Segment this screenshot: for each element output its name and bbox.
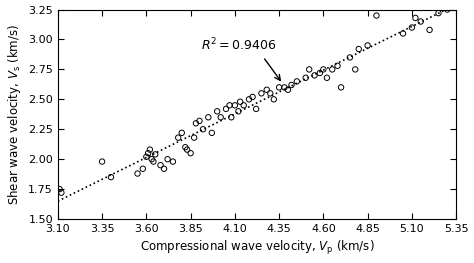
- Point: [217, 115, 225, 119]
- X-axis label: Compressional wave velocity, $V_\mathrm{p}$ (km/s): Compressional wave velocity, $V_\mathrm{…: [140, 239, 374, 257]
- Point: [191, 135, 198, 140]
- Point: [435, 11, 442, 15]
- Point: [169, 159, 177, 164]
- Point: [311, 73, 319, 78]
- Point: [134, 171, 141, 176]
- Point: [228, 115, 235, 119]
- Point: [355, 47, 363, 51]
- Point: [270, 97, 278, 102]
- Point: [249, 95, 256, 99]
- Point: [143, 155, 150, 159]
- Point: [182, 145, 189, 149]
- Y-axis label: Shear wave velocity, $V_\mathrm{s}$ (km/s): Shear wave velocity, $V_\mathrm{s}$ (km/…: [6, 24, 23, 205]
- Point: [373, 13, 380, 18]
- Point: [148, 157, 155, 161]
- Point: [426, 28, 433, 32]
- Point: [337, 85, 345, 89]
- Point: [235, 109, 242, 113]
- Point: [288, 83, 295, 87]
- Point: [240, 103, 247, 107]
- Point: [328, 67, 336, 72]
- Point: [226, 103, 233, 107]
- Point: [145, 151, 152, 155]
- Point: [157, 163, 164, 167]
- Point: [187, 151, 194, 155]
- Point: [245, 97, 253, 102]
- Point: [183, 148, 191, 152]
- Point: [222, 107, 230, 111]
- Point: [213, 109, 221, 113]
- Point: [323, 76, 331, 80]
- Point: [164, 157, 172, 161]
- Point: [107, 175, 115, 179]
- Point: [58, 191, 65, 195]
- Point: [150, 159, 157, 164]
- Point: [252, 107, 260, 111]
- Point: [196, 119, 203, 123]
- Point: [293, 79, 301, 83]
- Point: [160, 167, 168, 171]
- Point: [98, 159, 106, 164]
- Point: [281, 85, 288, 89]
- Point: [258, 91, 265, 95]
- Point: [263, 88, 271, 92]
- Point: [208, 131, 216, 135]
- Point: [178, 131, 185, 135]
- Point: [444, 7, 451, 12]
- Point: [334, 64, 341, 68]
- Point: [408, 26, 416, 30]
- Point: [399, 31, 407, 36]
- Point: [151, 152, 159, 156]
- Point: [316, 71, 324, 75]
- Point: [146, 148, 154, 152]
- Point: [237, 100, 244, 104]
- Point: [417, 19, 425, 24]
- Point: [174, 135, 182, 140]
- Point: [411, 16, 419, 20]
- Point: [231, 103, 238, 107]
- Point: [346, 55, 354, 59]
- Point: [305, 67, 313, 72]
- Point: [284, 88, 292, 92]
- Text: $R^2 = 0.9406$: $R^2 = 0.9406$: [201, 37, 277, 53]
- Point: [266, 91, 274, 95]
- Point: [319, 67, 327, 72]
- Point: [192, 121, 200, 125]
- Point: [56, 187, 64, 191]
- Point: [302, 76, 310, 80]
- Point: [364, 43, 372, 48]
- Point: [275, 85, 283, 89]
- Point: [204, 115, 212, 119]
- Point: [199, 127, 207, 131]
- Point: [351, 67, 359, 72]
- Point: [139, 167, 146, 171]
